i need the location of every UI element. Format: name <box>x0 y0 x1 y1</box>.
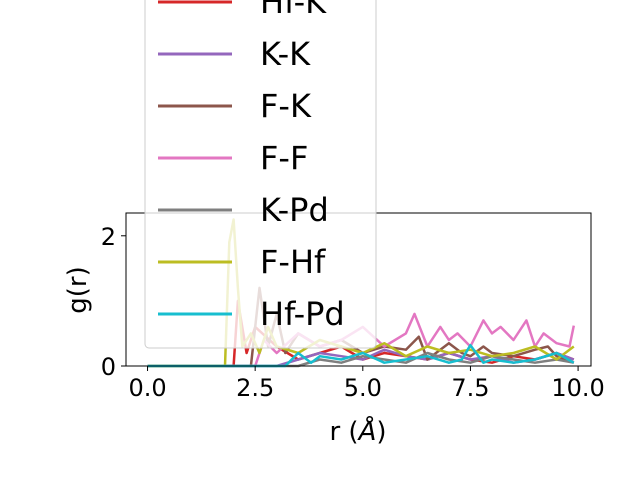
series-line-hf-pd <box>147 343 575 368</box>
legend-label-f-f: F-F <box>260 139 308 177</box>
legend-label-f-hf: F-Hf <box>260 243 326 281</box>
y-tick-label: 0 <box>101 353 116 381</box>
y-tick-label: 2 <box>101 223 116 251</box>
y-axis-ticks: 02 <box>101 223 126 381</box>
x-axis-ticks: 0.0 2.5 5.0 7.5 10.0 <box>128 366 605 402</box>
x-axis-label: r (Å) <box>329 415 386 447</box>
legend-label-k-k: K-K <box>260 35 311 73</box>
legend-label-hf-pd: Hf-Pd <box>260 295 345 333</box>
legend-label-hf-k: Hf-K <box>260 0 327 21</box>
legend-label-k-pd: K-Pd <box>260 191 329 229</box>
legend: Hf-K K-K F-K F-F K-Pd F-Hf Hf-Pd <box>144 0 377 349</box>
x-tick-label: 10.0 <box>551 374 604 402</box>
x-tick-label: 5.0 <box>344 374 382 402</box>
x-tick-label: 2.5 <box>236 374 274 402</box>
y-axis-label: g(r) <box>63 266 93 313</box>
x-tick-label: 0.0 <box>128 374 166 402</box>
x-tick-label: 7.5 <box>451 374 489 402</box>
legend-label-f-k: F-K <box>260 87 312 125</box>
